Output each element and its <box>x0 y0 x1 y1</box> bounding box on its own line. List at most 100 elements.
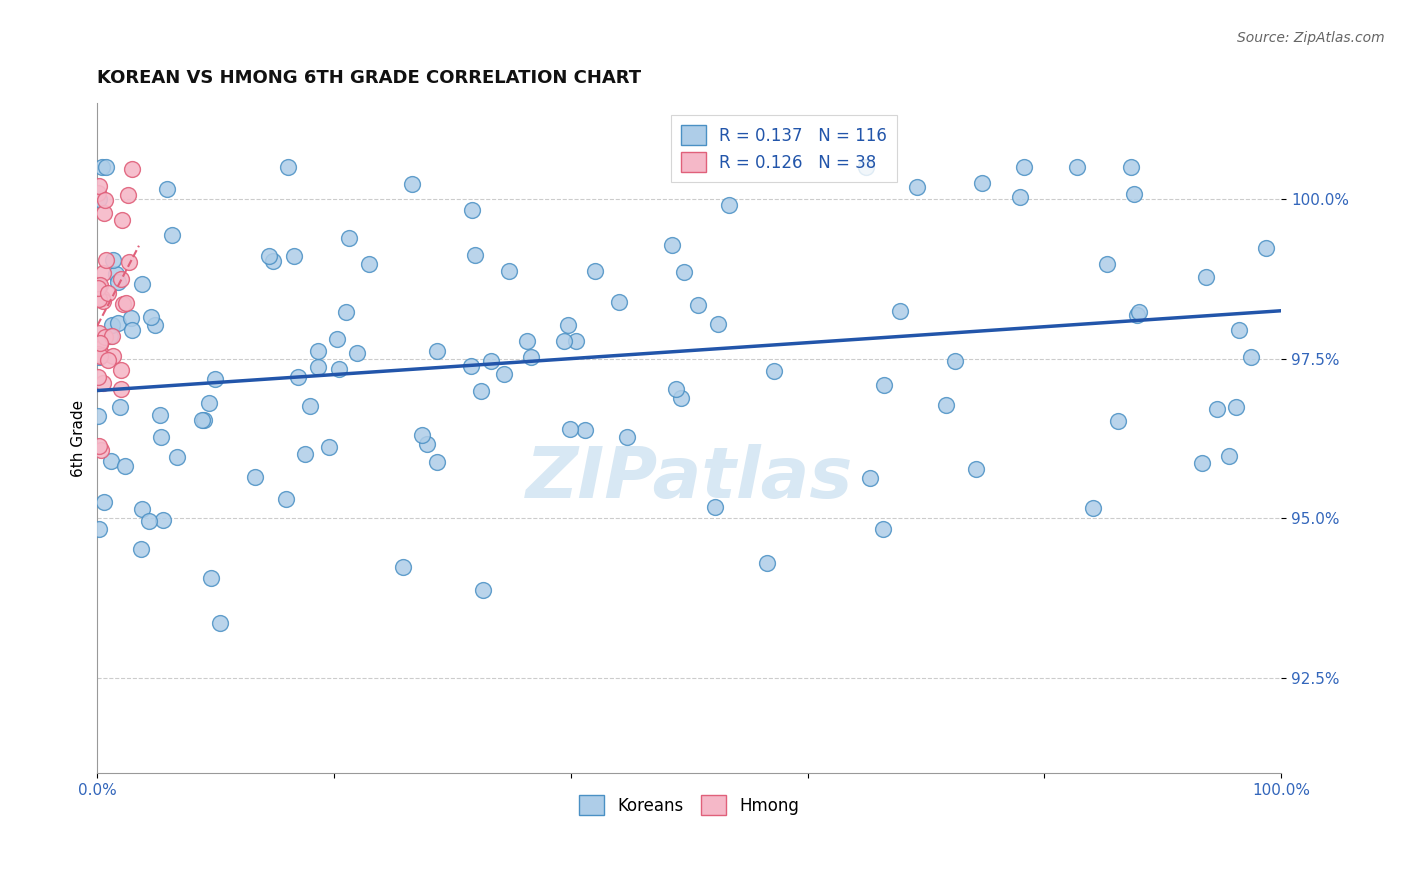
Point <box>872 522 894 536</box>
Point <box>307 359 329 374</box>
Point <box>107 275 129 289</box>
Point <box>87 343 110 357</box>
Point <box>703 500 725 515</box>
Point <box>1083 500 1105 515</box>
Point <box>686 298 709 312</box>
Point <box>461 203 484 218</box>
Point <box>100 453 122 467</box>
Point <box>616 430 638 444</box>
Point <box>91 294 114 309</box>
Point <box>516 334 538 348</box>
Point <box>104 267 127 281</box>
Point <box>166 450 188 464</box>
Point <box>86 292 108 306</box>
Point <box>93 330 115 344</box>
Point <box>89 179 111 194</box>
Point <box>87 279 110 293</box>
Y-axis label: 6th Grade: 6th Grade <box>72 400 86 477</box>
Point <box>1012 160 1035 174</box>
Point <box>111 297 134 311</box>
Point <box>873 377 896 392</box>
Point <box>337 231 360 245</box>
Point <box>87 522 110 536</box>
Point <box>87 292 110 306</box>
Point <box>661 237 683 252</box>
Point <box>152 513 174 527</box>
Point <box>328 362 350 376</box>
Point <box>464 248 486 262</box>
Point <box>943 354 966 368</box>
Point <box>91 291 114 305</box>
Point <box>110 272 132 286</box>
Point <box>326 332 349 346</box>
Point <box>121 323 143 337</box>
Point <box>87 370 110 384</box>
Text: KOREAN VS HMONG 6TH GRADE CORRELATION CHART: KOREAN VS HMONG 6TH GRADE CORRELATION CH… <box>97 69 641 87</box>
Point <box>87 326 110 340</box>
Point <box>318 440 340 454</box>
Point <box>855 160 877 174</box>
Point <box>411 428 433 442</box>
Point <box>89 277 111 292</box>
Point <box>905 179 928 194</box>
Point <box>717 198 740 212</box>
Point <box>574 423 596 437</box>
Point <box>1254 241 1277 255</box>
Point <box>149 409 172 423</box>
Point <box>93 193 115 207</box>
Point <box>89 335 111 350</box>
Point <box>1218 449 1240 463</box>
Point <box>762 364 785 378</box>
Point <box>669 391 692 405</box>
Point <box>259 249 281 263</box>
Point <box>498 264 520 278</box>
Point <box>87 439 110 453</box>
Point <box>114 459 136 474</box>
Legend: Koreans, Hmong: Koreans, Hmong <box>572 789 806 822</box>
Point <box>607 294 630 309</box>
Point <box>91 376 114 390</box>
Point <box>1191 456 1213 470</box>
Point <box>935 398 957 412</box>
Point <box>156 181 179 195</box>
Point <box>392 559 415 574</box>
Point <box>117 188 139 202</box>
Point <box>138 514 160 528</box>
Point <box>145 318 167 333</box>
Point <box>335 305 357 319</box>
Point <box>553 334 575 348</box>
Point <box>1227 323 1250 337</box>
Point <box>139 310 162 324</box>
Point <box>87 351 110 365</box>
Point <box>87 186 110 200</box>
Point <box>1128 304 1150 318</box>
Point <box>107 316 129 330</box>
Text: ZIPatlas: ZIPatlas <box>526 444 853 513</box>
Point <box>558 422 581 436</box>
Point <box>294 447 316 461</box>
Point <box>307 344 329 359</box>
Point <box>277 160 299 174</box>
Point <box>110 382 132 396</box>
Point <box>972 176 994 190</box>
Point <box>129 542 152 557</box>
Point <box>94 252 117 267</box>
Text: Source: ZipAtlas.com: Source: ZipAtlas.com <box>1237 31 1385 45</box>
Point <box>93 495 115 509</box>
Point <box>274 492 297 507</box>
Point <box>101 329 124 343</box>
Point <box>98 329 121 343</box>
Point <box>672 265 695 279</box>
Point <box>557 318 579 333</box>
Point <box>204 372 226 386</box>
Point <box>149 430 172 444</box>
Point <box>859 471 882 485</box>
Point <box>209 616 232 631</box>
Point <box>89 349 111 363</box>
Point <box>111 213 134 227</box>
Point <box>120 310 142 325</box>
Point <box>426 455 449 469</box>
Point <box>1010 190 1032 204</box>
Point <box>101 252 124 267</box>
Point <box>965 461 987 475</box>
